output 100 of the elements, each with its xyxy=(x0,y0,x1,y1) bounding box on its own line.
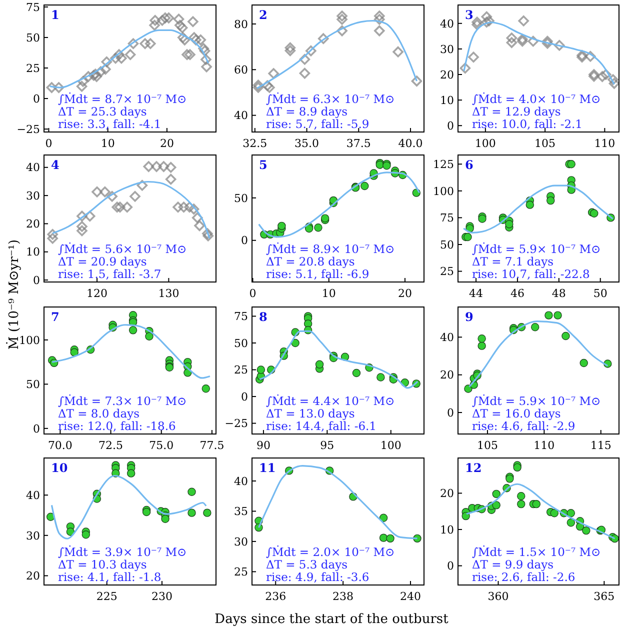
point xyxy=(178,202,190,212)
annotation: ∫Ṁdt = 7.3× 10⁻⁷ M⊙ xyxy=(58,394,187,408)
annotation: rise: 4.9, fall: -3.6 xyxy=(266,570,370,584)
point xyxy=(114,202,126,212)
point xyxy=(46,82,58,93)
chart-title: 8 xyxy=(259,310,268,324)
y-tick-label: 10 xyxy=(440,94,454,107)
x-tick-label: 44 xyxy=(469,287,484,300)
point xyxy=(70,348,78,356)
x-tick-label: 105 xyxy=(534,137,556,150)
x-tick-label: 75.0 xyxy=(149,439,174,452)
point xyxy=(582,526,590,535)
y-tick-label: 0 xyxy=(447,406,454,420)
point xyxy=(184,49,196,60)
point xyxy=(201,61,212,72)
y-tick-label: 40 xyxy=(234,109,248,122)
point xyxy=(76,225,88,236)
x-tick-label: 236 xyxy=(265,590,286,603)
point xyxy=(554,40,565,51)
y-tick-label: 20 xyxy=(26,570,40,583)
annotation: ∫Ṁdt = 8.9× 10⁻⁷ M⊙ xyxy=(266,242,395,256)
point xyxy=(66,528,75,536)
point xyxy=(202,384,210,393)
point xyxy=(379,534,388,542)
y-tick-label: 0 xyxy=(447,560,454,573)
annotation: ΔT = 25.3 days xyxy=(58,104,147,118)
point xyxy=(505,220,514,228)
y-tick-label: 0 xyxy=(33,274,40,287)
point xyxy=(268,68,279,79)
x-tick-label: 20 xyxy=(160,137,174,150)
point xyxy=(580,358,588,368)
y-tick-label: 50 xyxy=(26,31,40,44)
point xyxy=(124,49,136,60)
point xyxy=(336,14,348,25)
x-tick-label: 50 xyxy=(593,287,608,300)
point xyxy=(156,14,168,26)
y-tick-label: 80 xyxy=(234,18,248,31)
x-tick-label: 100 xyxy=(474,137,496,150)
point xyxy=(481,16,492,28)
point xyxy=(291,338,300,348)
annotation: ∫Ṁdt = 5.9× 10⁻⁷ M⊙ xyxy=(472,394,601,408)
point xyxy=(460,62,471,74)
point xyxy=(136,180,148,191)
x-tick-label: 95 xyxy=(320,439,334,452)
y-tick-label: 50 xyxy=(234,192,248,205)
point xyxy=(82,71,94,82)
point xyxy=(284,45,296,56)
chart-title: 5 xyxy=(259,158,268,172)
y-tick-label: 75 xyxy=(26,0,40,14)
point xyxy=(478,342,486,350)
point xyxy=(127,469,136,478)
point xyxy=(188,508,196,517)
annotation: ∫Ṁdt = 8.7× 10⁻⁷ M⊙ xyxy=(58,92,187,106)
point xyxy=(278,222,286,230)
annotation: rise: 3.3, fall: -4.1 xyxy=(58,117,162,131)
y-tick-label: 40 xyxy=(440,17,454,30)
point xyxy=(188,16,198,28)
point xyxy=(518,15,529,26)
chart-title: 7 xyxy=(51,310,60,324)
point xyxy=(110,52,121,64)
point xyxy=(526,200,534,209)
y-tick-label: 0 xyxy=(447,119,454,132)
annotation: ∫Ṁdt = 4.0× 10⁻⁷ M⊙ xyxy=(472,92,601,106)
point xyxy=(130,190,140,202)
chart-title: 12 xyxy=(465,461,482,475)
annotation: rise: 12.0, fall: -18.6 xyxy=(58,419,176,433)
point xyxy=(106,190,118,202)
point xyxy=(194,220,205,232)
annotation: ΔT = 5.3 days xyxy=(266,558,348,572)
point xyxy=(352,368,361,378)
annotation: rise: 1.5, fall: -3.7 xyxy=(58,267,162,281)
point xyxy=(47,229,58,240)
x-tick-label: 10 xyxy=(322,287,336,300)
y-tick-label: 10 xyxy=(440,523,454,536)
point xyxy=(76,210,88,222)
x-tick-label: 110 xyxy=(594,137,616,150)
point xyxy=(140,38,150,49)
point xyxy=(101,56,112,68)
chart-title: 2 xyxy=(259,8,268,22)
annotation: ∫Ṁdt = 5.6× 10⁻⁷ M⊙ xyxy=(58,242,187,256)
point xyxy=(600,69,612,80)
x-tick-label: 240 xyxy=(400,590,422,603)
y-tick-label: 50 xyxy=(440,238,454,252)
point xyxy=(128,326,138,334)
point xyxy=(112,202,122,212)
y-tick-label: 20 xyxy=(26,218,40,231)
annotation: rise: 2.6, fall: -2.6 xyxy=(472,570,576,584)
x-tick-label: 32.5 xyxy=(242,137,268,150)
point xyxy=(318,33,329,44)
x-tick-label: 225 xyxy=(96,590,118,603)
line-series xyxy=(258,172,420,238)
annotation: rise: 10.0, fall: -2.1 xyxy=(472,117,583,131)
annotation: ∫Ṁdt = 4.4× 10⁻⁷ M⊙ xyxy=(266,394,395,408)
point xyxy=(252,80,264,91)
point xyxy=(92,186,102,198)
chart-title: 10 xyxy=(51,461,68,475)
point xyxy=(284,42,296,54)
point xyxy=(492,501,500,510)
x-tick-label: 0 xyxy=(45,137,52,150)
point xyxy=(532,500,540,508)
